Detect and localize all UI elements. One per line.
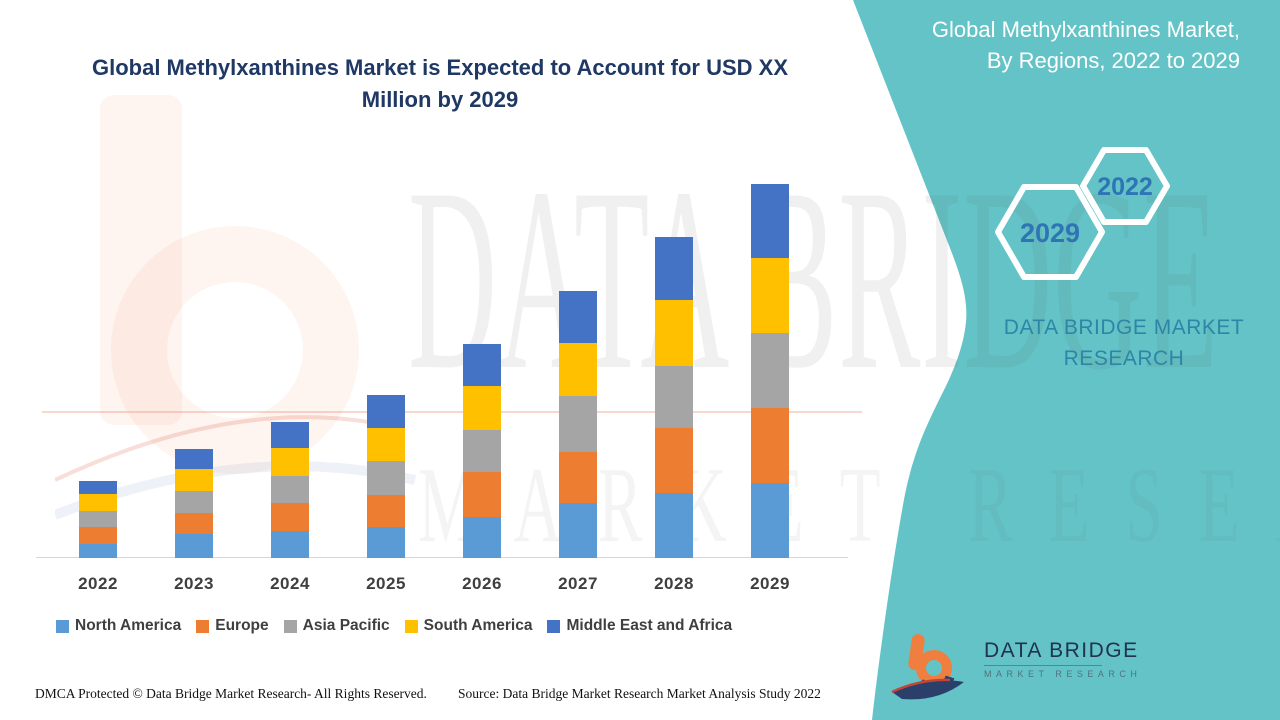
data-bridge-logo-icon bbox=[891, 634, 964, 700]
x-axis-label: 2027 bbox=[558, 574, 598, 593]
side-panel-heading: Global Methylxanthines Market, By Region… bbox=[931, 17, 1240, 73]
bar-segment bbox=[463, 472, 501, 517]
bar-segment bbox=[751, 333, 789, 408]
data-bridge-logo: DATA BRIDGE MARKET RESEARCH bbox=[890, 632, 1141, 708]
bar-segment bbox=[175, 534, 213, 558]
logo-name: DATA BRIDGE bbox=[984, 639, 1139, 662]
bar-segment bbox=[79, 544, 117, 558]
legend-item: Middle East and Africa bbox=[547, 617, 732, 635]
bar-segment bbox=[559, 452, 597, 503]
legend-label: South America bbox=[423, 617, 533, 634]
bar-segment bbox=[175, 513, 213, 534]
x-axis-label: 2023 bbox=[174, 574, 214, 593]
bar-segment bbox=[559, 291, 597, 343]
stacked-bar-2029 bbox=[751, 184, 789, 558]
bar-segment bbox=[655, 493, 693, 558]
hexagon-2029 bbox=[995, 184, 1105, 280]
legend-item: Asia Pacific bbox=[283, 617, 390, 635]
bar-segment bbox=[655, 366, 693, 428]
legend-label: Europe bbox=[215, 617, 269, 634]
x-axis-line bbox=[36, 557, 848, 558]
stacked-bar-2022 bbox=[79, 481, 117, 558]
bar-segment bbox=[655, 237, 693, 300]
bar-segment bbox=[271, 476, 309, 503]
bar-segment bbox=[559, 396, 597, 452]
legend-swatch bbox=[547, 619, 561, 633]
bar-segment bbox=[271, 422, 309, 448]
legend-swatch bbox=[404, 619, 418, 633]
legend-swatch bbox=[56, 619, 69, 633]
source-footer-text: Source: Data Bridge Market Research Mark… bbox=[458, 686, 821, 701]
logo-subtitle: MARKET RESEARCH bbox=[984, 669, 1142, 679]
bar-segment bbox=[559, 343, 597, 396]
hexagon-2029-label: 2029 bbox=[1020, 218, 1080, 248]
legend-item: North America bbox=[56, 617, 181, 635]
stacked-bar-2024 bbox=[271, 422, 309, 558]
bar-segment bbox=[367, 461, 405, 495]
legend-item: Europe bbox=[196, 617, 269, 635]
bar-segment bbox=[271, 531, 309, 558]
bar-segment bbox=[175, 449, 213, 469]
bar-segment bbox=[367, 527, 405, 558]
bar-segment bbox=[463, 344, 501, 386]
bar-segment bbox=[751, 258, 789, 333]
bar-segment bbox=[463, 517, 501, 558]
bar-segment bbox=[367, 395, 405, 428]
stacked-bar-2028 bbox=[655, 237, 693, 558]
x-axis-label: 2025 bbox=[366, 574, 406, 593]
legend-label: Middle East and Africa bbox=[566, 617, 733, 634]
x-axis-label: 2024 bbox=[270, 574, 310, 593]
x-axis-label: 2028 bbox=[654, 574, 694, 593]
stacked-bar-2026 bbox=[463, 344, 501, 558]
bar-segment bbox=[463, 386, 501, 430]
bar-segment bbox=[175, 491, 213, 513]
dmca-footer-text: DMCA Protected © Data Bridge Market Rese… bbox=[35, 686, 427, 701]
bar-segment bbox=[79, 527, 117, 544]
legend-label: Asia Pacific bbox=[302, 617, 390, 634]
bar-segment bbox=[751, 408, 789, 483]
brand-wordmark-text: DATA BRIDGE MARKET RESEARCH bbox=[1003, 316, 1245, 370]
bar-segment bbox=[655, 428, 693, 493]
bar-segment bbox=[751, 184, 789, 258]
chart-title: Global Methylxanthines Market is Expecte… bbox=[92, 55, 788, 112]
hexagon-badges: 2029 2022 bbox=[995, 147, 1170, 280]
legend-label: North America bbox=[75, 617, 182, 634]
stacked-bar-2025 bbox=[367, 395, 405, 558]
hexagon-2022 bbox=[1080, 147, 1170, 225]
legend-swatch bbox=[283, 619, 297, 633]
legend-item: South America bbox=[404, 617, 533, 635]
bar-segment bbox=[175, 469, 213, 491]
bar-segment bbox=[271, 503, 309, 531]
bar-segment bbox=[367, 428, 405, 461]
bar-segment bbox=[79, 511, 117, 527]
bar-segment bbox=[79, 494, 117, 511]
x-axis-label: 2029 bbox=[750, 574, 790, 593]
logo-text-block: DATA BRIDGE MARKET RESEARCH bbox=[984, 632, 1141, 679]
logo-divider bbox=[984, 665, 1102, 666]
bar-segment bbox=[367, 495, 405, 527]
bar-segment bbox=[559, 503, 597, 558]
bar-segment bbox=[79, 481, 117, 494]
stacked-bar-2023 bbox=[175, 449, 213, 558]
x-axis-label: 2022 bbox=[78, 574, 118, 593]
x-axis-label: 2026 bbox=[462, 574, 502, 593]
bar-segment bbox=[655, 300, 693, 366]
chart-legend: North America Europe Asia Pacific South Ame… bbox=[56, 617, 732, 635]
legend-swatch bbox=[196, 619, 210, 633]
bar-segment bbox=[751, 483, 789, 558]
bar-segment bbox=[271, 448, 309, 476]
bar-segment bbox=[463, 430, 501, 472]
stacked-bar-2027 bbox=[559, 291, 597, 558]
hexagon-2022-label: 2022 bbox=[1097, 173, 1153, 201]
